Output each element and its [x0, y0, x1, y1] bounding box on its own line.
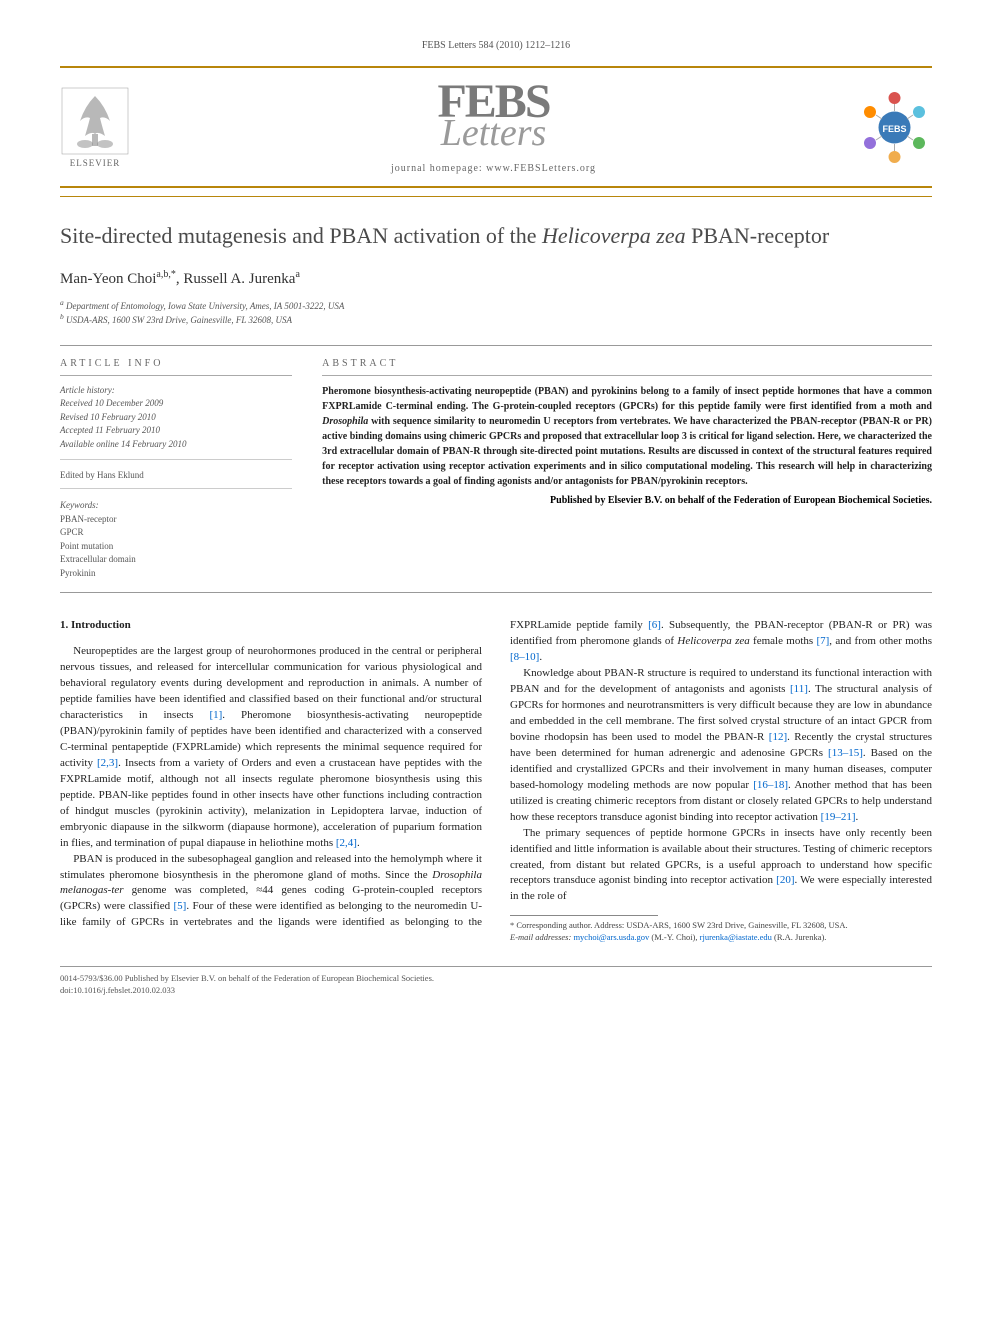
ref-link[interactable]: [5] — [174, 900, 187, 912]
affil-b: b USDA-ARS, 1600 SW 23rd Drive, Gainesvi… — [60, 312, 932, 327]
elsevier-tree-icon — [60, 86, 130, 156]
febs-badge-icon: FEBS — [857, 90, 932, 165]
article-title: Site-directed mutagenesis and PBAN activ… — [60, 222, 932, 251]
affiliations: a Department of Entomology, Iowa State U… — [60, 298, 932, 327]
affil-a: a Department of Entomology, Iowa State U… — [60, 298, 932, 313]
title-post: PBAN-receptor — [686, 223, 830, 248]
ref-link[interactable]: [19–21] — [821, 811, 856, 823]
journal-title-block: FEBS Letters journal homepage: www.FEBSL… — [130, 80, 857, 174]
title-pre: Site-directed mutagenesis and PBAN activ… — [60, 223, 542, 248]
ref-link[interactable]: [8–10] — [510, 651, 539, 663]
keyword: Extracellular domain — [60, 553, 292, 567]
corresponding-author: * Corresponding author. Address: USDA-AR… — [510, 920, 932, 932]
abstract-publisher: Published by Elsevier B.V. on behalf of … — [322, 495, 932, 506]
body-text: 1. Introduction Neuropeptides are the la… — [60, 618, 932, 944]
author-1: Man-Yeon Choi — [60, 271, 156, 287]
author-2-affil: a — [295, 269, 299, 280]
emails: E-mail addresses: mychoi@ars.usda.gov (M… — [510, 932, 932, 944]
para-4: The primary sequences of peptide hormone… — [510, 826, 932, 906]
ref-link[interactable]: [16–18] — [753, 779, 788, 791]
elsevier-logo-block: ELSEVIER — [60, 86, 130, 168]
footnote-rule — [510, 915, 658, 916]
ref-link[interactable]: [20] — [776, 874, 794, 886]
title-species: Helicoverpa zea — [542, 223, 686, 248]
history-accepted: Accepted 11 February 2010 — [60, 424, 292, 438]
ref-link[interactable]: [2,3] — [97, 757, 118, 769]
doi-line: doi:10.1016/j.febslet.2010.02.033 — [60, 985, 932, 997]
abstract-text: Pheromone biosynthesis-activating neurop… — [322, 384, 932, 489]
history-block: Article history: Received 10 December 20… — [60, 384, 292, 461]
bottom-bar: 0014-5793/$36.00 Published by Elsevier B… — [60, 966, 932, 997]
ref-link[interactable]: [12] — [769, 731, 787, 743]
email-link[interactable]: rjurenka@iastate.edu — [700, 932, 772, 942]
ref-link[interactable]: [7] — [816, 635, 829, 647]
keyword: Point mutation — [60, 540, 292, 554]
svg-text:FEBS: FEBS — [882, 124, 906, 134]
article-info-label: ARTICLE INFO — [60, 358, 292, 376]
history-label: Article history: — [60, 384, 292, 398]
para-3: Knowledge about PBAN-R structure is requ… — [510, 666, 932, 825]
history-received: Received 10 December 2009 — [60, 397, 292, 411]
keywords-label: Keywords: — [60, 499, 292, 513]
ref-link[interactable]: [2,4] — [336, 837, 357, 849]
copyright-line: 0014-5793/$36.00 Published by Elsevier B… — [60, 973, 932, 985]
header-rule — [60, 196, 932, 197]
keyword: PBAN-receptor — [60, 513, 292, 527]
ref-link[interactable]: [13–15] — [828, 747, 863, 759]
history-revised: Revised 10 February 2010 — [60, 411, 292, 425]
para-1: Neuropeptides are the largest group of n… — [60, 644, 482, 851]
abstract-col: ABSTRACT Pheromone biosynthesis-activati… — [304, 346, 932, 593]
article-info-col: ARTICLE INFO Article history: Received 1… — [60, 346, 304, 593]
authors: Man-Yeon Choia,b,*, Russell A. Jurenkaa — [60, 269, 932, 288]
keyword: GPCR — [60, 526, 292, 540]
author-1-affil: a,b,* — [156, 269, 175, 280]
keyword: Pyrokinin — [60, 567, 292, 581]
ref-link[interactable]: [6] — [648, 619, 661, 631]
edited-by: Edited by Hans Eklund — [60, 470, 292, 489]
ref-link[interactable]: [11] — [790, 683, 808, 695]
ref-link[interactable]: [1] — [209, 709, 222, 721]
footnotes: * Corresponding author. Address: USDA-AR… — [510, 920, 932, 944]
journal-homepage: journal homepage: www.FEBSLetters.org — [130, 163, 857, 174]
abstract-label: ABSTRACT — [322, 358, 932, 376]
elsevier-label: ELSEVIER — [70, 158, 121, 168]
journal-header: ELSEVIER FEBS Letters journal homepage: … — [60, 66, 932, 188]
letters-text: Letters — [130, 111, 857, 155]
info-abstract-row: ARTICLE INFO Article history: Received 1… — [60, 345, 932, 594]
intro-heading: 1. Introduction — [60, 618, 482, 634]
keywords-block: Keywords: PBAN-receptor GPCR Point mutat… — [60, 499, 292, 580]
email-link[interactable]: mychoi@ars.usda.gov — [573, 932, 649, 942]
history-online: Available online 14 February 2010 — [60, 438, 292, 452]
header-citation: FEBS Letters 584 (2010) 1212–1216 — [60, 40, 932, 51]
author-2: , Russell A. Jurenka — [176, 271, 296, 287]
